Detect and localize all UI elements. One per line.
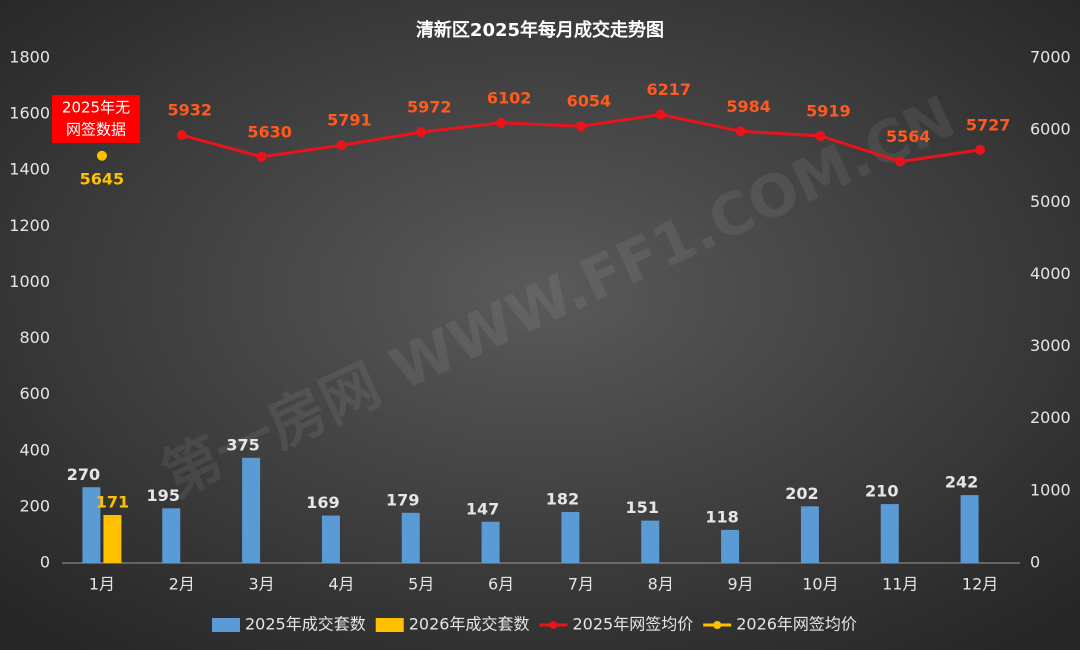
- bar: [641, 520, 660, 563]
- bar-value-label: 179: [386, 490, 419, 509]
- line-point: [96, 150, 107, 161]
- x-tick-label: 5月: [408, 575, 434, 594]
- bar-value-label: 182: [546, 489, 579, 508]
- line-point: [975, 144, 986, 155]
- line-point: [575, 121, 586, 132]
- x-tick-label: 8月: [648, 575, 674, 594]
- line-value-label: 6102: [487, 88, 532, 107]
- annotation-box: [52, 95, 140, 143]
- bar-value-label: 202: [785, 484, 818, 503]
- bar-value-label: 151: [626, 498, 659, 517]
- bar-value-label: 171: [96, 493, 129, 512]
- y-tick-label: 200: [19, 496, 50, 515]
- legend-swatch: [713, 621, 722, 629]
- y2-tick-label: 3000: [1030, 336, 1071, 355]
- y-tick-label: 1600: [9, 104, 50, 123]
- y-tick-label: 1800: [9, 48, 50, 67]
- bar: [321, 515, 340, 563]
- line-point: [496, 117, 507, 128]
- line-value-label: 6054: [567, 92, 612, 111]
- line-value-label: 5919: [806, 101, 851, 120]
- line-value-label: 5564: [886, 127, 931, 146]
- bar-value-label: 375: [226, 435, 259, 454]
- x-tick-label: 2月: [169, 575, 195, 594]
- x-tick-label: 12月: [962, 575, 998, 594]
- x-tick-label: 9月: [727, 575, 753, 594]
- line-point: [655, 109, 666, 120]
- annotation: 网签数据: [66, 121, 126, 139]
- bar: [960, 495, 979, 563]
- line-point: [895, 156, 906, 167]
- line-point: [336, 140, 347, 151]
- line-value-label: 5791: [327, 111, 372, 130]
- x-tick-label: 3月: [248, 575, 274, 594]
- bar-value-label: 270: [67, 465, 100, 484]
- y-tick-label: 600: [19, 384, 50, 403]
- legend-label: 2026年成交套数: [409, 615, 530, 634]
- line-value-label: 5932: [167, 101, 212, 120]
- legend-label: 2026年网签均价: [736, 615, 857, 634]
- y-tick-label: 1200: [9, 216, 50, 235]
- y2-tick-label: 2000: [1030, 408, 1071, 427]
- bar: [242, 457, 261, 563]
- line-value-label: 5984: [726, 97, 771, 116]
- x-tick-label: 6月: [488, 575, 514, 594]
- legend-swatch: [375, 618, 404, 632]
- y-tick-label: 800: [19, 328, 50, 347]
- line-point: [256, 151, 267, 162]
- line-point: [416, 127, 427, 138]
- bar: [800, 506, 819, 563]
- x-tick-label: 11月: [882, 575, 918, 594]
- line-value-label: 6217: [646, 80, 691, 99]
- bar: [401, 512, 420, 563]
- annotation: 2025年无: [62, 99, 130, 117]
- y2-tick-label: 6000: [1030, 120, 1071, 139]
- bar: [721, 529, 740, 563]
- y-tick-label: 1400: [9, 160, 50, 179]
- y2-tick-label: 7000: [1030, 48, 1071, 67]
- bar: [481, 521, 500, 563]
- bar: [82, 487, 101, 563]
- y2-tick-label: 1000: [1030, 480, 1071, 499]
- chart-title: 清新区2025年每月成交走势图: [416, 19, 664, 41]
- x-tick-label: 4月: [328, 575, 354, 594]
- bar-value-label: 169: [306, 493, 339, 512]
- y-tick-label: 1000: [9, 272, 50, 291]
- bar: [103, 515, 122, 563]
- line-point: [735, 126, 746, 137]
- line-point: [176, 130, 187, 141]
- y-tick-label: 0: [40, 553, 50, 572]
- legend-label: 2025年网签均价: [572, 615, 693, 634]
- y-tick-label: 400: [19, 440, 50, 459]
- x-tick-label: 10月: [802, 575, 838, 594]
- y2-tick-label: 5000: [1030, 192, 1071, 211]
- line-value-label: 5972: [407, 98, 452, 117]
- line-point: [815, 130, 826, 141]
- legend-label: 2025年成交套数: [245, 615, 366, 634]
- y2-tick-label: 0: [1030, 553, 1040, 572]
- bar-value-label: 242: [945, 473, 978, 492]
- bar: [162, 508, 181, 563]
- line-value-label: 5645: [80, 169, 125, 188]
- bar-value-label: 195: [147, 486, 180, 505]
- line-value-label: 5630: [247, 122, 292, 141]
- bar-value-label: 147: [466, 499, 499, 518]
- y2-tick-label: 4000: [1030, 264, 1071, 283]
- x-tick-label: 1月: [89, 575, 115, 594]
- bar: [880, 504, 899, 563]
- bar-value-label: 118: [705, 507, 738, 526]
- bar: [561, 511, 580, 563]
- bar-value-label: 210: [865, 482, 898, 501]
- line-value-label: 5727: [966, 115, 1011, 134]
- x-tick-label: 7月: [568, 575, 594, 594]
- legend-swatch: [212, 618, 240, 632]
- legend-swatch: [549, 621, 558, 629]
